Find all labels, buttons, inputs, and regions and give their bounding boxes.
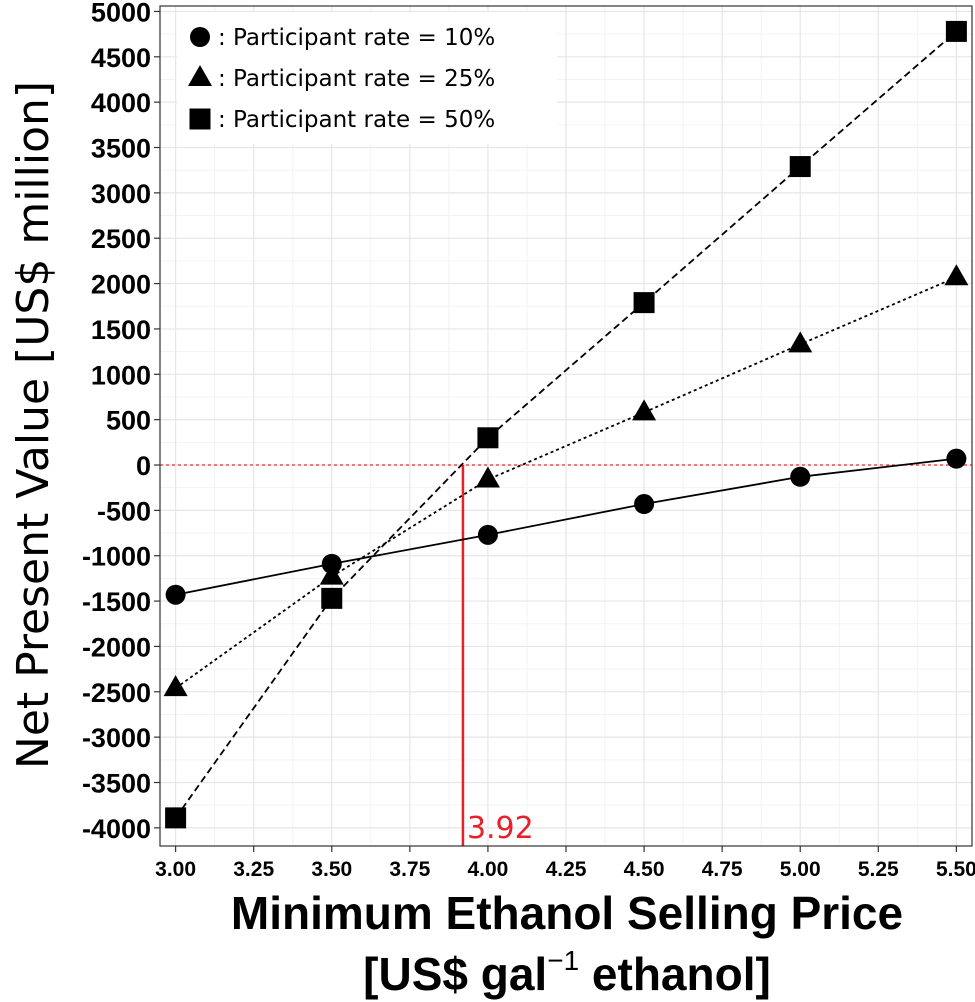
data-point-circle (946, 448, 967, 469)
y-tick-label: -3000 (82, 723, 151, 753)
x-axis-label-unit: [US$ gal (363, 948, 547, 1000)
series-triangle (163, 264, 969, 697)
y-tick-label: 2500 (91, 224, 151, 254)
y-tick-label: 4500 (91, 43, 151, 73)
legend-label: : Participant rate = 10% (218, 25, 495, 51)
y-axis-ticks: -4000 -3500 -3000 -2500 -2000 -1500 -1000 -500 0… (82, 0, 160, 844)
data-point-circle (790, 466, 811, 487)
y-tick-label: 1500 (91, 315, 151, 345)
x-tick-label: 3.00 (155, 858, 196, 881)
data-point-square (165, 807, 187, 829)
data-point-triangle (944, 264, 969, 286)
series-line-square (174, 30, 957, 819)
y-tick-label: -500 (97, 496, 151, 526)
legend: : Participant rate = 10% : Participant ra… (177, 12, 557, 144)
y-tick-label: -1500 (82, 587, 151, 617)
x-tick-label: 4.75 (702, 858, 743, 881)
legend-marker-square (189, 108, 211, 130)
data-point-circle (165, 584, 186, 605)
crossover-annotation: 3.92 (467, 811, 534, 846)
data-point-triangle (163, 675, 188, 697)
grid-lines (160, 6, 972, 846)
legend-label: : Participant rate = 25% (218, 66, 495, 92)
y-tick-label: -1000 (82, 542, 151, 572)
y-tick-label: 5000 (91, 0, 151, 27)
x-tick-label: 3.75 (389, 858, 430, 881)
data-point-triangle (788, 331, 813, 353)
data-point-square (477, 427, 499, 449)
x-tick-label: 4.50 (624, 858, 665, 881)
x-tick-label: 3.25 (233, 858, 274, 881)
legend-box (177, 12, 557, 144)
x-tick-label: 5.00 (780, 858, 821, 881)
series-line-triangle (175, 276, 957, 689)
y-tick-label: 4000 (91, 88, 151, 118)
x-tick-label: 4.25 (546, 858, 587, 881)
x-tick-label: 5.50 (936, 858, 975, 881)
legend-marker-triangle (188, 64, 212, 86)
data-point-circle (477, 524, 498, 545)
y-tick-label: 0 (136, 451, 151, 481)
data-point-square (789, 156, 811, 178)
x-axis-label-exponent: −1 (547, 945, 579, 976)
y-tick-label: 2000 (91, 270, 151, 300)
y-tick-label: 3000 (91, 179, 151, 209)
data-point-square (321, 587, 343, 609)
x-axis-label-tail: ethanol] (579, 948, 771, 1000)
data-point-circle (634, 494, 655, 515)
x-axis-label-line2: [US$ gal−1 ethanol] (363, 945, 771, 1000)
y-tick-label: -2000 (82, 632, 151, 662)
y-tick-label: -2500 (82, 678, 151, 708)
x-tick-label: 3.50 (311, 858, 352, 881)
legend-marker-circle (190, 27, 210, 47)
x-tick-label: 5.25 (858, 858, 899, 881)
y-tick-label: 1000 (91, 360, 151, 390)
y-axis-label: Net Present Value [US$ million] (8, 81, 59, 769)
data-point-square (633, 292, 655, 314)
series-line-circle (175, 457, 957, 596)
x-tick-label: 4.00 (467, 858, 508, 881)
series-square (165, 20, 967, 829)
y-tick-label: -4000 (82, 814, 151, 844)
series-layer (163, 20, 969, 829)
y-tick-label: 3500 (91, 134, 151, 164)
x-axis-label-line1: Minimum Ethanol Selling Price (231, 887, 903, 939)
x-axis-ticks: 3.00 3.25 3.50 3.75 4.00 4.25 4.50 4.75 5.00 5.25… (155, 846, 975, 881)
data-point-triangle (319, 563, 344, 585)
data-point-triangle (632, 399, 657, 421)
legend-label: : Participant rate = 50% (218, 107, 495, 133)
data-point-triangle (475, 466, 500, 488)
y-tick-label: 500 (106, 406, 151, 436)
reference-lines (160, 464, 972, 846)
series-circle (165, 448, 967, 605)
y-tick-label: -3500 (82, 769, 151, 799)
data-point-square (945, 20, 967, 42)
